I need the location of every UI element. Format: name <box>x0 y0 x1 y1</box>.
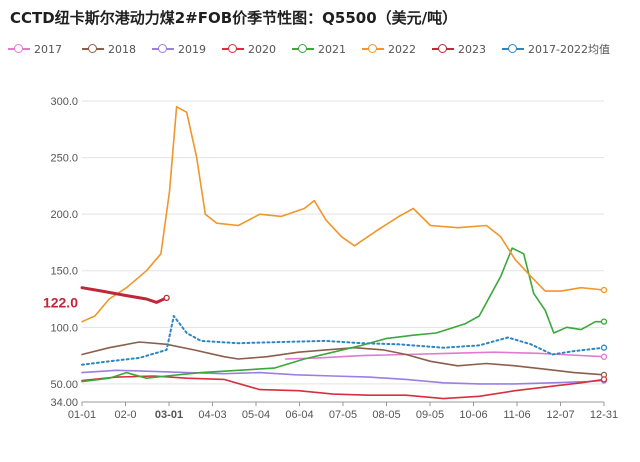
y-tick-label: 250.0 <box>50 153 78 165</box>
x-tick-label: 12-31 <box>590 409 618 421</box>
legend-label: 2021 <box>318 42 346 56</box>
legend-label: 2017-2022均值 <box>528 43 610 56</box>
legend-label: 2017 <box>34 42 62 56</box>
x-tick-label: 12-07 <box>546 409 574 421</box>
x-tick-label: 01-01 <box>68 409 96 421</box>
series-endpoint-avg <box>600 344 608 351</box>
x-tick-label: 11-06 <box>503 409 530 421</box>
series-endpoint-2021 <box>600 318 608 325</box>
series-line-2018[interactable] <box>81 341 605 376</box>
series-endpoint-2022 <box>600 286 608 294</box>
y-tick-label: 300.0 <box>50 96 78 108</box>
legend-item-2023[interactable]: 2023 <box>432 40 486 58</box>
x-tick-label: 05-04 <box>242 409 270 421</box>
x-tick-label: 06-04 <box>285 409 313 421</box>
legend-swatch-icon <box>292 44 314 54</box>
y-tick-label: 34.00 <box>50 397 78 409</box>
legend-swatch-icon <box>502 44 524 54</box>
series-line-avg[interactable] <box>81 315 605 366</box>
series-line-2023[interactable] <box>80 286 169 304</box>
y-tick-label: 100.0 <box>50 322 78 334</box>
label-layer: 34.00 50.00 100.0 150.0 200.0 250.0 300.0 01-01… <box>43 96 618 421</box>
x-tick-label: 10-06 <box>459 409 487 421</box>
legend-label: 2019 <box>178 42 206 56</box>
current-value-label: 122.0 <box>43 294 78 310</box>
grid-layer <box>82 100 604 403</box>
series-endpoint-2023 <box>163 294 170 302</box>
legend-swatch-icon <box>222 44 244 54</box>
legend-swatch-icon <box>432 44 454 54</box>
x-tick-label: 04-03 <box>198 409 226 421</box>
y-tick-label: 200.0 <box>50 209 78 221</box>
legend-label: 2022 <box>388 42 416 56</box>
legend-item-avg[interactable]: 2017-2022均值 <box>502 40 610 58</box>
legend-item-2017[interactable]: 2017 <box>8 40 62 58</box>
legend-swatch-icon <box>82 44 104 54</box>
series-line-2017[interactable] <box>284 351 605 360</box>
legend-item-2021[interactable]: 2021 <box>292 40 346 58</box>
legend-swatch-icon <box>8 44 30 54</box>
series-line-2019[interactable] <box>81 369 605 385</box>
legend-item-2022[interactable]: 2022 <box>362 40 416 58</box>
series-line-2020[interactable] <box>81 375 605 400</box>
axis-layer <box>81 401 605 406</box>
chart-title: CCTD纽卡斯尔港动力煤2#FOB价季节性图：Q5500（美元/吨） <box>10 9 458 27</box>
series-line-2022[interactable] <box>81 105 605 323</box>
legend-swatch-icon <box>362 44 384 54</box>
legend: 2017 2018 2019 2020 2021 2022 2023 2017-2022均值 <box>8 40 640 60</box>
legend-item-2018[interactable]: 2018 <box>82 40 136 58</box>
y-tick-label: 50.00 <box>50 379 78 391</box>
y-tick-label: 150.0 <box>50 266 78 278</box>
x-tick-label: 03-01 <box>155 409 183 421</box>
x-tick-label: 09-05 <box>416 409 444 421</box>
legend-label: 2023 <box>458 42 486 56</box>
legend-label: 2018 <box>108 42 136 56</box>
legend-item-2019[interactable]: 2019 <box>152 40 206 58</box>
x-tick-label: 07-05 <box>329 409 357 421</box>
x-tick-label: 08-05 <box>372 409 400 421</box>
legend-label: 2020 <box>248 42 276 56</box>
series-line-2021[interactable] <box>81 247 605 383</box>
series-layer <box>80 105 608 400</box>
series-endpoint-2017 <box>600 353 608 360</box>
series-endpoint-2020 <box>600 376 608 383</box>
legend-swatch-icon <box>152 44 174 54</box>
x-tick-label: 02-0 <box>114 409 136 421</box>
legend-item-2020[interactable]: 2020 <box>222 40 276 58</box>
